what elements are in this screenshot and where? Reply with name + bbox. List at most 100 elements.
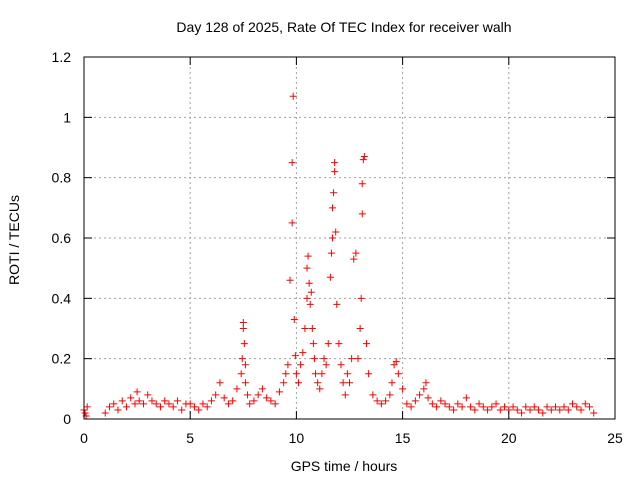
data-point [392,358,400,366]
data-point [306,300,314,308]
data-point [288,219,296,227]
data-point [326,273,334,281]
data-point [331,159,339,167]
data-point [118,397,126,405]
data-point [314,379,322,387]
data-point [577,406,585,414]
data-point [335,340,343,348]
data-point [358,210,366,218]
data-point [144,391,152,399]
data-point [292,370,300,378]
data-point [320,355,328,363]
data-point [377,400,385,408]
data-point [83,403,91,411]
data-point [428,400,436,408]
data-point [530,403,538,411]
data-point [331,168,339,176]
data-point [207,397,215,405]
data-point [291,352,299,360]
data-point [433,403,441,411]
data-point [305,279,313,287]
data-point [509,403,517,411]
chart-title: Day 128 of 2025, Rate Of TEC Index for r… [176,19,511,35]
data-point [114,406,122,414]
data-point [382,397,390,405]
data-point [339,379,347,387]
data-point [341,391,349,399]
data-point [501,403,509,411]
data-point [301,325,309,332]
axis-ticks: 0 5 10 15 20 25 0 0.2 0.4 0.6 0.8 1 1.2 [52,49,623,446]
data-point [362,340,370,348]
data-point [152,400,160,408]
y-axis-label: ROTI / TECUs [6,195,22,285]
data-point [295,379,303,387]
data-point [81,409,89,417]
data-point [445,403,453,411]
data-point [303,264,311,272]
data-point [240,340,248,348]
data-point [131,400,139,408]
data-point [250,397,258,405]
data-point [195,406,203,414]
data-point [360,153,368,161]
data-point [471,406,479,414]
data-point [539,409,547,417]
data-point [307,288,315,296]
data-point [199,400,207,408]
data-point [458,403,466,411]
data-point [569,400,577,408]
data-point [496,406,504,414]
data-point [297,361,305,369]
y-tick-label: 1 [63,109,71,125]
data-point [127,394,135,402]
data-point [346,379,353,387]
data-point [420,385,428,393]
data-point [254,391,262,399]
data-point [286,276,294,284]
data-point [169,403,177,411]
data-point [348,355,356,363]
data-point [329,234,337,242]
data-point [590,409,598,417]
data-point [148,397,156,405]
data-point [308,325,316,332]
data-point [161,397,169,405]
data-point [318,370,326,378]
data-point [303,294,311,302]
x-tick-label: 15 [395,430,411,446]
data-point [488,403,496,411]
data-point [454,400,462,408]
data-point [322,361,330,369]
data-point [403,400,411,408]
data-point [299,349,307,357]
data-point [238,355,246,363]
data-point [258,385,266,393]
data-point [237,370,245,378]
data-point [312,370,320,378]
data-point [101,409,109,417]
data-point [327,249,335,257]
data-point [324,340,332,348]
data-point [133,388,141,396]
x-tick-label: 0 [80,430,88,446]
data-point [350,255,358,263]
data-point [309,340,317,348]
data-points [80,92,598,420]
data-point [543,403,551,411]
data-point [110,400,118,408]
data-point [467,403,475,411]
data-point [280,379,288,387]
data-point [330,189,338,197]
data-point [441,400,449,408]
data-point [135,397,143,405]
data-point [220,394,228,402]
y-tick-label: 0.2 [52,351,72,367]
data-point [352,249,360,257]
data-point [535,406,543,414]
data-point [122,403,130,411]
data-point [229,397,237,405]
data-point [358,180,366,188]
x-tick-label: 20 [501,430,517,446]
